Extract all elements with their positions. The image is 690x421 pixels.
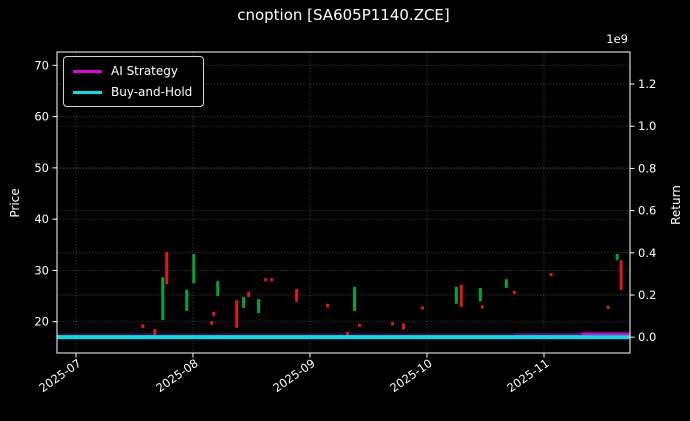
candle-down: [295, 288, 299, 302]
candle-down: [270, 278, 274, 282]
candle-down: [357, 323, 361, 327]
price-tick-label: 60: [34, 110, 49, 124]
chart-title: cnoption [SA605P1140.ZCE]: [237, 6, 450, 24]
legend-item-buy-and-hold: Buy-and-Hold: [73, 85, 192, 99]
x-tick-label: 2025-08: [153, 356, 200, 395]
x-tick-label: 2025-11: [504, 356, 551, 395]
return-tick-label: 0.8: [638, 161, 656, 175]
candle-down: [401, 323, 405, 330]
return-tick-label: 0.0: [638, 330, 656, 344]
candle-up: [185, 289, 189, 311]
candle-down: [141, 324, 145, 328]
legend: AI Strategy Buy-and-Hold: [63, 56, 205, 107]
candle-up: [353, 286, 357, 311]
legend-label-ai-strategy: AI Strategy: [111, 64, 178, 78]
candle-down: [480, 305, 484, 309]
axis-frame: [56, 51, 631, 354]
buy-and-hold-line-swatch: [73, 90, 102, 94]
price-tick-label: 20: [34, 315, 49, 329]
x-tick-label: 2025-07: [36, 356, 83, 395]
price-tick-label: 70: [34, 58, 49, 72]
candle-up: [242, 297, 246, 308]
candle-down: [420, 306, 424, 310]
candle-down: [390, 322, 394, 326]
candle-up: [454, 286, 458, 304]
x-tick-label: 2025-10: [387, 356, 434, 395]
legend-label-buy-and-hold: Buy-and-Hold: [111, 85, 193, 99]
candle-down: [459, 284, 463, 307]
candle-down: [165, 251, 169, 285]
candle-up: [257, 299, 261, 314]
candle-up: [478, 287, 482, 302]
candle-up: [615, 254, 619, 261]
candle-down: [326, 303, 330, 308]
price-tick-label: 40: [34, 212, 49, 226]
candle-down: [212, 311, 216, 317]
candle-up: [216, 281, 220, 297]
ai-strategy-line-swatch: [73, 69, 102, 73]
candle-down: [606, 305, 610, 309]
price-axis-label: Price: [8, 188, 22, 218]
candle-down: [619, 260, 623, 290]
return-axis-offset-label: 1e9: [606, 32, 628, 46]
candle-down: [210, 321, 214, 325]
price-tick-label: 30: [34, 263, 49, 277]
candle-down: [549, 273, 553, 277]
return-axis-label: Return: [669, 185, 683, 225]
candle-down: [512, 290, 516, 295]
return-tick-label: 1.0: [638, 119, 656, 133]
candle-down: [264, 278, 268, 282]
candle-down: [153, 328, 157, 336]
legend-item-ai-strategy: AI Strategy: [73, 64, 192, 78]
price-tick-label: 50: [34, 161, 49, 175]
candle-down: [235, 300, 239, 328]
return-tick-label: 1.2: [638, 77, 656, 91]
return-tick-label: 0.6: [638, 204, 656, 218]
return-tick-label: 0.4: [638, 246, 656, 260]
candle-up: [192, 254, 196, 284]
return-tick-label: 0.2: [638, 288, 656, 302]
candle-down: [346, 331, 350, 337]
x-tick-label: 2025-09: [270, 356, 317, 395]
candle-up: [161, 277, 165, 321]
candle-down: [247, 291, 251, 298]
candle-up: [504, 279, 508, 288]
